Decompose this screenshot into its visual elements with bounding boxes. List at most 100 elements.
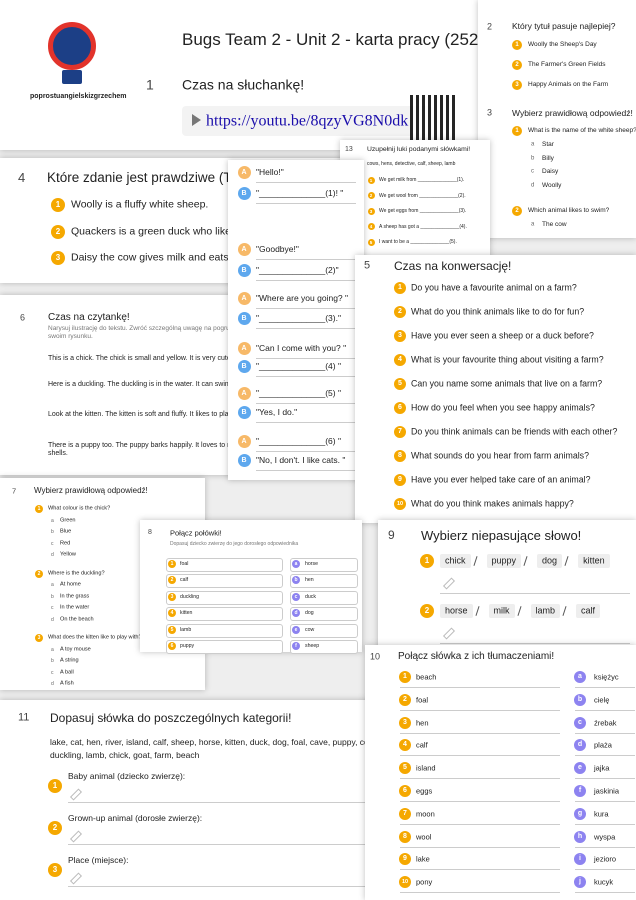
dialogue-text: "Can I come with you? " — [256, 342, 347, 353]
subtitle: Dopasuj dziecko zwierzę do jego dorosłeg… — [170, 541, 299, 547]
answer-box — [290, 607, 358, 622]
marker: 3 — [394, 330, 406, 342]
marker: A — [237, 341, 251, 355]
word: eggs — [416, 786, 433, 796]
marker: 5 — [168, 625, 176, 634]
line — [256, 328, 356, 329]
option-text: A fish — [60, 680, 74, 687]
word-box — [440, 604, 473, 618]
word-box — [576, 604, 601, 618]
line — [400, 869, 560, 871]
option-text: Woolly — [542, 181, 562, 189]
line — [575, 709, 635, 711]
option-letter: c — [531, 168, 534, 175]
answer-box — [290, 640, 358, 654]
marker: 10 — [394, 498, 406, 510]
dialogue-text: "Goodbye!" — [256, 243, 299, 254]
marker: f — [292, 642, 300, 650]
option-letter: b — [51, 658, 54, 664]
word-bank: cows, hens, detective, calf, sheep, lamb — [367, 161, 456, 167]
option-text: Yellow — [60, 551, 76, 558]
section-title: Połącz połówki! — [170, 528, 222, 538]
marker: 4 — [168, 609, 176, 618]
answer-box — [290, 590, 358, 605]
line — [256, 470, 356, 471]
question-text: Can you name some animals that live on a… — [411, 378, 603, 389]
marker: 6 — [399, 785, 411, 797]
option-text: A string — [60, 657, 79, 664]
section-title: Wybierz prawidłową odpowiedź! — [512, 107, 633, 118]
marker: 9 — [394, 474, 406, 486]
word: lake — [416, 854, 430, 864]
statement-text: Quackers is a green duck who likes to sw… — [71, 225, 275, 238]
option-text: Green — [60, 517, 76, 524]
word: plaża — [594, 740, 612, 750]
marker: 3 — [168, 592, 176, 601]
dialogue-text: "Hello!" — [256, 166, 284, 177]
word: pony — [416, 877, 433, 887]
line — [400, 801, 560, 802]
marker: 2 — [420, 604, 434, 618]
option-letter: b — [51, 529, 54, 535]
option-letter: d — [51, 552, 54, 558]
line — [575, 846, 635, 848]
line — [256, 422, 356, 423]
line — [256, 358, 356, 359]
card — [0, 295, 245, 475]
question-text: What do you think animals like to do for… — [411, 306, 585, 317]
gap-sentence: A sheep has got a ______________(4). — [379, 223, 467, 230]
marker: 2 — [394, 306, 406, 318]
marker: 8 — [394, 450, 406, 462]
dialogue-text: "______________(1)! " — [256, 187, 344, 198]
link-box — [182, 106, 432, 136]
dialogue-text: "Where are you going? " — [256, 292, 349, 303]
marker: A — [237, 434, 251, 448]
answer-box — [290, 623, 358, 638]
word-box — [486, 554, 522, 568]
marker: 1 — [367, 176, 375, 184]
line — [440, 593, 630, 594]
word: jezioro — [594, 854, 617, 864]
line — [68, 802, 398, 803]
option-letter: a — [51, 646, 54, 653]
question-text: How do you feel when you see happy anima… — [411, 402, 595, 413]
word: horse — [445, 605, 468, 616]
option-letter: c — [51, 669, 54, 676]
qr-code — [410, 95, 458, 143]
section-number: 2 — [487, 21, 493, 32]
question-text: Have you ever seen a sheep or a duck bef… — [411, 330, 594, 341]
word: cielę — [594, 695, 610, 705]
word: lamb — [180, 626, 192, 633]
word: źrebak — [594, 718, 617, 728]
marker: 1 — [420, 554, 434, 568]
word: wool — [416, 832, 432, 842]
marker: B — [237, 186, 251, 200]
marker: 7 — [399, 807, 411, 820]
category-label: Baby animal (dziecko zwierzę): — [68, 770, 186, 781]
line — [575, 687, 635, 688]
marker: e — [292, 625, 300, 634]
word: milk — [493, 605, 510, 616]
option-text: Woolly the Sheep's Day — [528, 41, 597, 49]
card — [228, 160, 364, 480]
marker: B — [237, 311, 251, 325]
marker: 1 — [399, 671, 411, 683]
line — [400, 823, 560, 825]
line — [575, 778, 635, 780]
section-number: 9 — [388, 527, 395, 542]
section-number: 7 — [12, 486, 17, 496]
marker: 2 — [51, 224, 65, 239]
word: sheep — [305, 642, 320, 649]
marker: B — [237, 405, 251, 419]
dialogue-text: "No, I don't. I like cats. " — [256, 454, 346, 465]
line — [400, 778, 560, 780]
option-letter: b — [531, 154, 535, 161]
marker: 5 — [394, 378, 406, 390]
marker: 1 — [512, 40, 522, 50]
answer-box — [290, 574, 358, 589]
word-box — [488, 604, 515, 618]
section-number: 1 — [146, 76, 154, 93]
line — [68, 886, 398, 887]
marker: 2 — [48, 821, 62, 835]
